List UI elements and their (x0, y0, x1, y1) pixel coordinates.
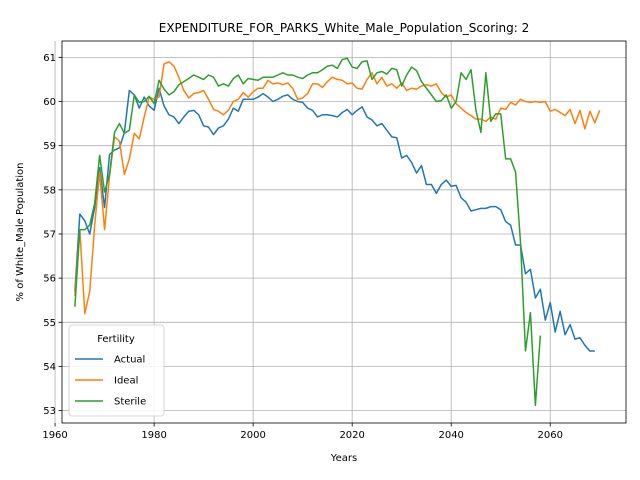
y-tick-label: 60 (43, 97, 56, 108)
y-tick-label: 56 (43, 274, 56, 285)
y-tick-label: 61 (43, 53, 56, 64)
plot-frame (61, 40, 627, 424)
y-tick-label: 58 (43, 185, 56, 196)
x-tick-label: 2000 (240, 430, 265, 441)
x-tick-label: 2040 (438, 430, 463, 441)
series-line-sterile (74, 57, 542, 407)
y-axis-title: % of White_Male Population (15, 163, 26, 302)
x-tick-label: 2060 (538, 430, 563, 441)
legend-label-ideal: Ideal (114, 376, 138, 387)
y-tick-label: 54 (43, 362, 56, 373)
series-line-actual (74, 87, 595, 352)
x-tick-label: 1960 (42, 430, 67, 441)
y-tick-label: 55 (43, 318, 56, 329)
chart-title: EXPENDITURE_FOR_PARKS_White_Male_Populat… (159, 21, 530, 35)
y-tick-label: 57 (43, 229, 56, 240)
x-axis-title: Years (330, 453, 357, 464)
y-tick-label: 53 (43, 406, 56, 417)
series-lines (74, 57, 601, 407)
legend: Fertility Actual Ideal Sterile (68, 324, 165, 417)
axis-ticks: 1960 1980 2000 2020 2040 2060 53 54 55 56 57 58 59 60… (42, 53, 563, 441)
legend-box (68, 324, 165, 417)
x-tick-label: 1980 (141, 430, 166, 441)
legend-title: Fertility (97, 334, 135, 345)
y-tick-label: 59 (43, 141, 56, 152)
x-tick-label: 2020 (339, 430, 364, 441)
legend-label-actual: Actual (114, 355, 145, 366)
legend-label-sterile: Sterile (114, 397, 146, 408)
series-line-ideal (74, 61, 601, 315)
